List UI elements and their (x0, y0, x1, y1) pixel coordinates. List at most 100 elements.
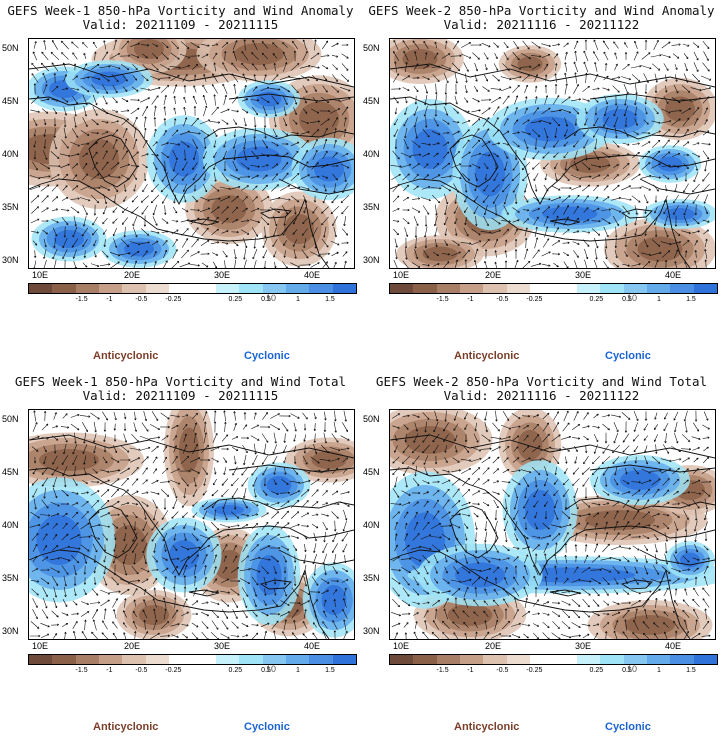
wind-vector (544, 95, 549, 105)
wind-vector (141, 456, 149, 464)
wind-vector (283, 62, 288, 72)
wind-vector (412, 76, 420, 80)
wind-vector (542, 151, 550, 159)
wind-vector (163, 456, 167, 464)
wind-vector (110, 457, 120, 463)
wind-vector (53, 586, 58, 598)
wind-vector (604, 532, 609, 542)
wind-vector (661, 164, 671, 167)
wind-vector (91, 631, 99, 639)
wind-vector (89, 186, 101, 190)
wind-vector (302, 228, 308, 236)
wind-vector (203, 576, 207, 586)
wind-vector (41, 477, 49, 487)
wind-vector (593, 433, 599, 443)
wind-vector (502, 469, 510, 473)
wind-vector (622, 142, 630, 146)
wind-vector (494, 238, 499, 248)
wind-vector (394, 238, 398, 248)
wind-vector (692, 447, 700, 451)
wind-vector (320, 97, 330, 103)
wind-vector (51, 98, 59, 102)
wind-vector (702, 598, 710, 608)
wind-vector (201, 262, 209, 268)
wind-vector (442, 620, 450, 630)
colorbar-swatch (122, 284, 146, 293)
wind-vector (582, 98, 590, 102)
wind-vector (542, 612, 550, 616)
wind-vector (312, 185, 318, 191)
wind-vector (451, 478, 461, 486)
wind-vector (119, 54, 131, 58)
wind-vector (332, 74, 338, 82)
wind-vector (462, 109, 470, 113)
wind-vector (209, 535, 221, 538)
wind-vector (212, 578, 218, 584)
wind-vector (431, 65, 441, 69)
wind-vector (302, 412, 308, 420)
wind-vector (201, 444, 209, 454)
wind-vector (283, 106, 287, 116)
wind-vector (602, 40, 610, 50)
wind-vector (474, 522, 478, 530)
wind-vector (82, 152, 88, 158)
wind-vector (303, 575, 308, 587)
wind-vector (643, 194, 649, 204)
wind-vector (190, 264, 200, 267)
wind-vector (483, 184, 489, 192)
wind-vector (153, 543, 157, 553)
wind-vector (201, 611, 210, 617)
wind-vector (641, 577, 651, 585)
wind-vector (151, 445, 159, 453)
wind-vector (320, 54, 330, 57)
wind-vector (642, 150, 650, 160)
wind-vector (670, 109, 682, 112)
wind-vector (121, 98, 129, 102)
wind-vector (502, 411, 510, 421)
wind-vector (279, 75, 291, 80)
wind-vector (130, 165, 140, 168)
wind-vector (393, 445, 398, 453)
wind-vector (624, 251, 628, 257)
wind-vector (192, 173, 198, 181)
wind-vector (311, 489, 319, 497)
wind-vector (62, 185, 68, 191)
wind-vector (541, 263, 551, 267)
wind-vector (191, 622, 199, 628)
wind-vector (563, 151, 569, 159)
wind-vector (512, 219, 520, 223)
wind-vector (101, 250, 109, 258)
wind-vector (250, 164, 260, 168)
wind-vector (274, 261, 277, 268)
wind-vector (503, 41, 509, 49)
wind-vector (652, 488, 660, 498)
wind-vector (220, 108, 230, 114)
wind-vector (111, 120, 120, 124)
wind-vector (293, 249, 297, 259)
wind-vector (663, 422, 669, 432)
wind-vector (573, 160, 579, 172)
wind-vector (131, 565, 139, 575)
wind-vector (634, 94, 638, 106)
wind-vector (313, 610, 316, 618)
wind-vector (242, 424, 248, 430)
wind-vector (583, 207, 589, 213)
wind-vector (60, 426, 70, 429)
vorticity-map (29, 410, 354, 639)
wind-vector (562, 422, 570, 432)
wind-vector (79, 535, 91, 538)
wind-vector (702, 620, 710, 630)
wind-vector (159, 76, 171, 80)
wind-vector (303, 444, 307, 454)
coastline (665, 569, 691, 639)
wind-vector (203, 183, 208, 193)
wind-vector (652, 513, 660, 517)
wind-vector (102, 140, 108, 148)
wind-vector (404, 107, 408, 116)
wind-vector (654, 227, 658, 237)
wind-vector (342, 468, 348, 474)
wind-vector (173, 487, 178, 499)
wind-vector (191, 227, 199, 237)
wind-vector (270, 533, 280, 541)
wind-vector (684, 577, 688, 584)
